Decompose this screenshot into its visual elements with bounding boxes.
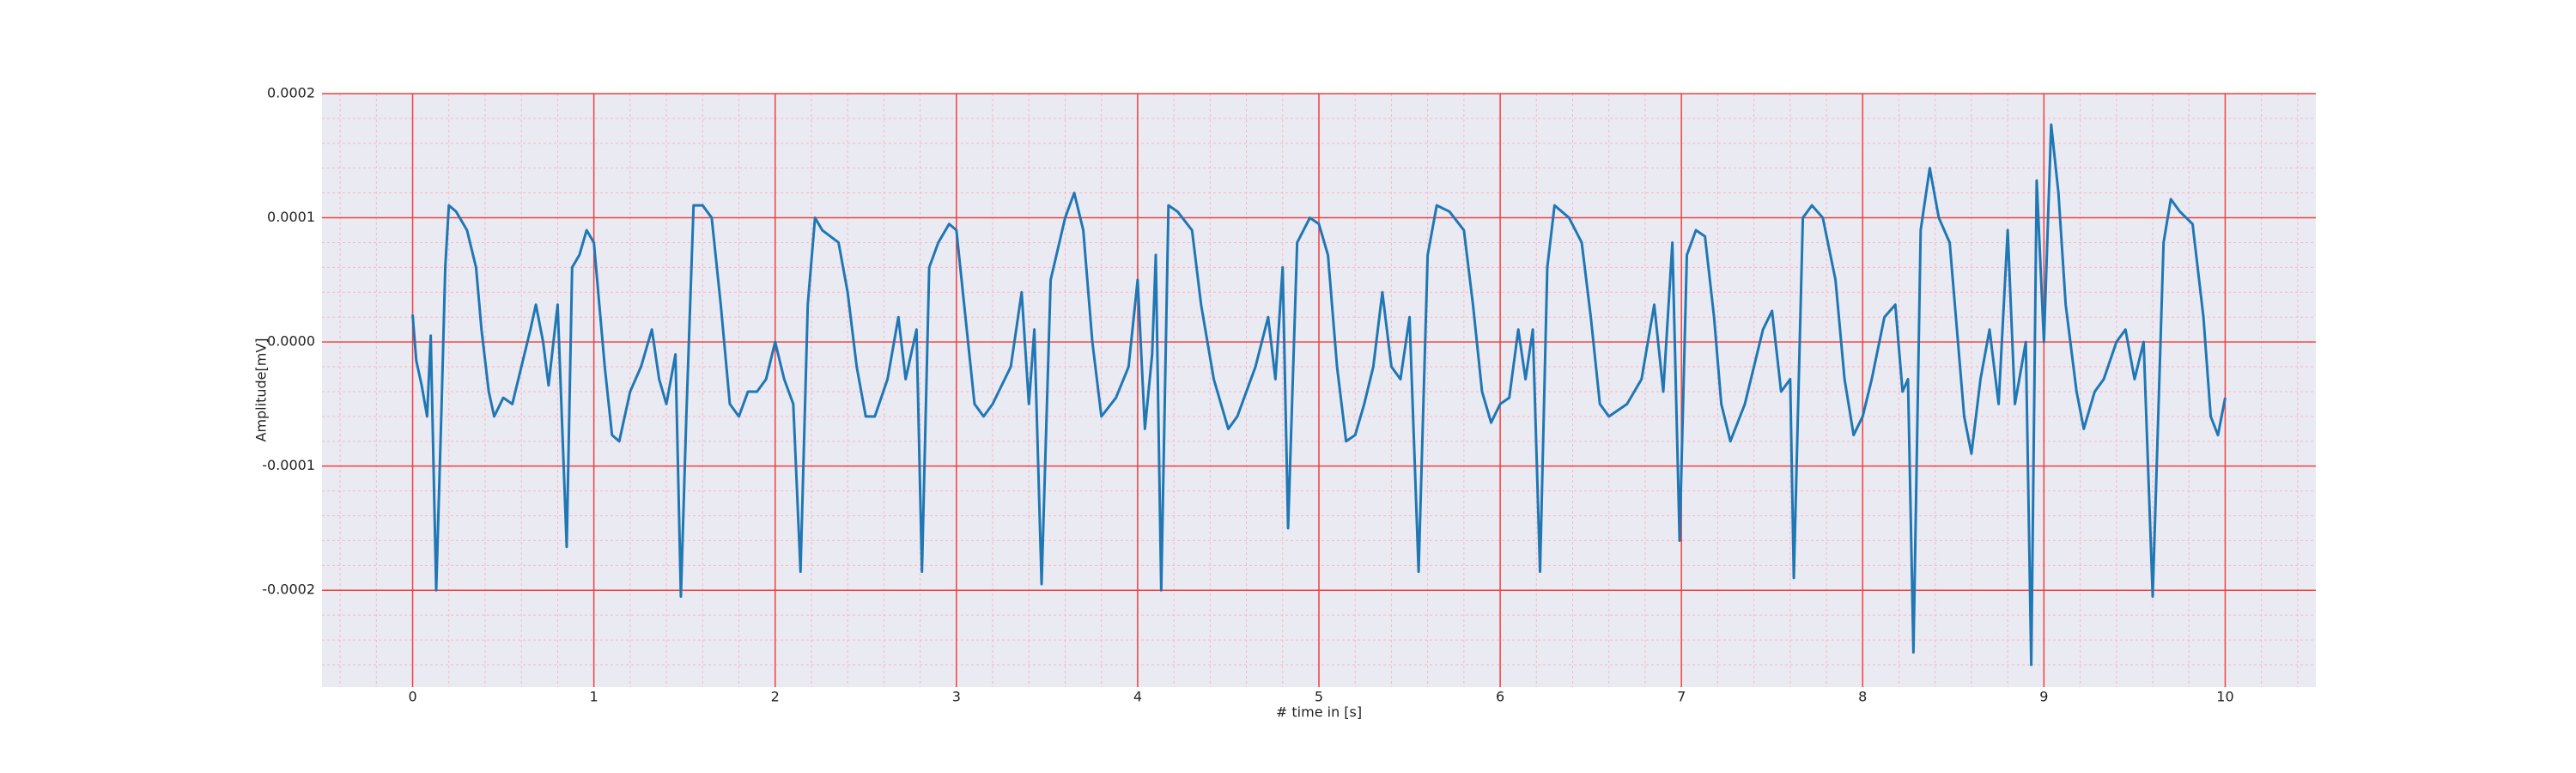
x-tick-label: 5 (1315, 689, 1323, 705)
x-tick-label: 9 (2039, 689, 2048, 705)
x-tick-label: 1 (590, 689, 598, 705)
x-tick-label: 2 (771, 689, 780, 705)
y-axis-label: Amplitude[mV] (253, 338, 270, 441)
y-tick-label: -0.0001 (262, 457, 315, 473)
y-tick-label: 0.0001 (267, 209, 315, 225)
y-tick-label: -0.0002 (262, 581, 315, 598)
x-axis-label: # time in [s] (1276, 704, 1362, 721)
signal-line (411, 123, 2227, 666)
x-tick-label: 7 (1677, 689, 1686, 705)
x-tick-label: 3 (952, 689, 961, 705)
y-tick-label: 0.0002 (267, 85, 315, 101)
x-tick-label: 0 (408, 689, 416, 705)
x-tick-label: 8 (1858, 689, 1867, 705)
x-tick-label: 10 (2216, 689, 2233, 705)
y-tick-label: 0.0000 (267, 333, 315, 350)
x-tick-label: 6 (1496, 689, 1504, 705)
x-tick-label: 4 (1133, 689, 1142, 705)
